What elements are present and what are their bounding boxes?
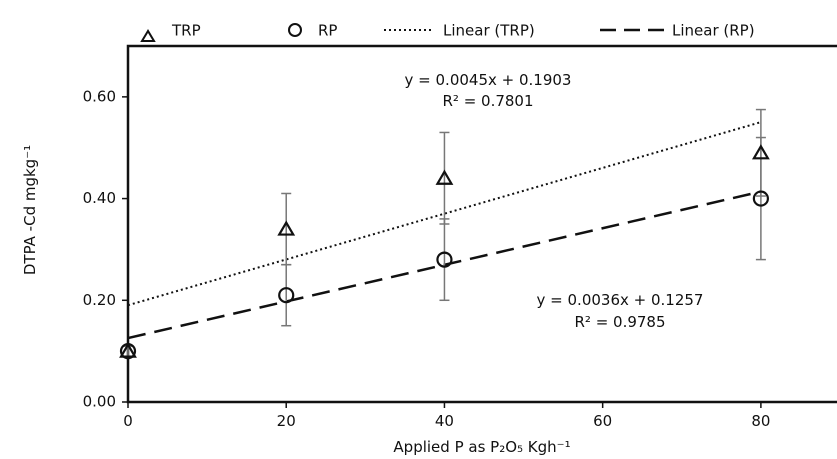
error-bars bbox=[123, 108, 766, 357]
rp-point-marker bbox=[119, 343, 137, 360]
legend-trp-label: TRP bbox=[171, 22, 201, 40]
legend-linear-trp-label: Linear (TRP) bbox=[443, 22, 535, 40]
legend-trp-marker-icon bbox=[140, 29, 156, 42]
rp-r2-text: R² = 0.9785 bbox=[574, 313, 665, 331]
trp-point-marker bbox=[119, 342, 137, 358]
rp-equation-text: y = 0.0036x + 0.1257 bbox=[537, 291, 704, 309]
x-tick-label: 40 bbox=[435, 412, 454, 430]
rp-equation: y = 0.0036x + 0.1257 R² = 0.9785 bbox=[537, 291, 704, 331]
x-tick-label: 60 bbox=[593, 412, 612, 430]
y-tick-label: 0.20 bbox=[83, 291, 116, 309]
y-tick-label: 0.40 bbox=[83, 189, 116, 207]
data-markers bbox=[119, 144, 770, 360]
trp-point-marker bbox=[277, 220, 296, 236]
trp-equation: y = 0.0045x + 0.1903 R² = 0.7801 bbox=[405, 71, 572, 110]
axes: 0.00 0.20 0.40 0.60 0 20 40 60 80 bbox=[83, 87, 771, 430]
x-tick-label: 80 bbox=[751, 412, 770, 430]
y-tick-label: 0.00 bbox=[83, 393, 116, 411]
plot-area-frame bbox=[126, 44, 837, 404]
x-axis-title: Applied P as P₂O₅ Kgh⁻¹ bbox=[393, 438, 570, 456]
x-tick-label: 20 bbox=[277, 412, 296, 430]
x-tick-label: 0 bbox=[123, 412, 133, 430]
trp-equation-text: y = 0.0045x + 0.1903 bbox=[405, 71, 572, 89]
rp-point-marker bbox=[752, 190, 769, 207]
legend-linear-rp-label: Linear (RP) bbox=[672, 22, 755, 40]
rp-point-marker bbox=[436, 251, 453, 268]
rp-point-marker bbox=[278, 287, 295, 304]
legend: TRP RP Linear (TRP) Linear (RP) bbox=[140, 22, 755, 42]
legend-rp-label: RP bbox=[318, 22, 337, 40]
legend-rp-marker-icon bbox=[288, 23, 302, 37]
trp-r2-text: R² = 0.7801 bbox=[442, 92, 533, 110]
y-axis-title: DTPA -Cd mgkg⁻¹ bbox=[21, 145, 39, 275]
trp-point-marker bbox=[435, 169, 454, 185]
y-tick-label: 0.60 bbox=[83, 87, 116, 105]
trp-point-marker bbox=[751, 144, 770, 160]
